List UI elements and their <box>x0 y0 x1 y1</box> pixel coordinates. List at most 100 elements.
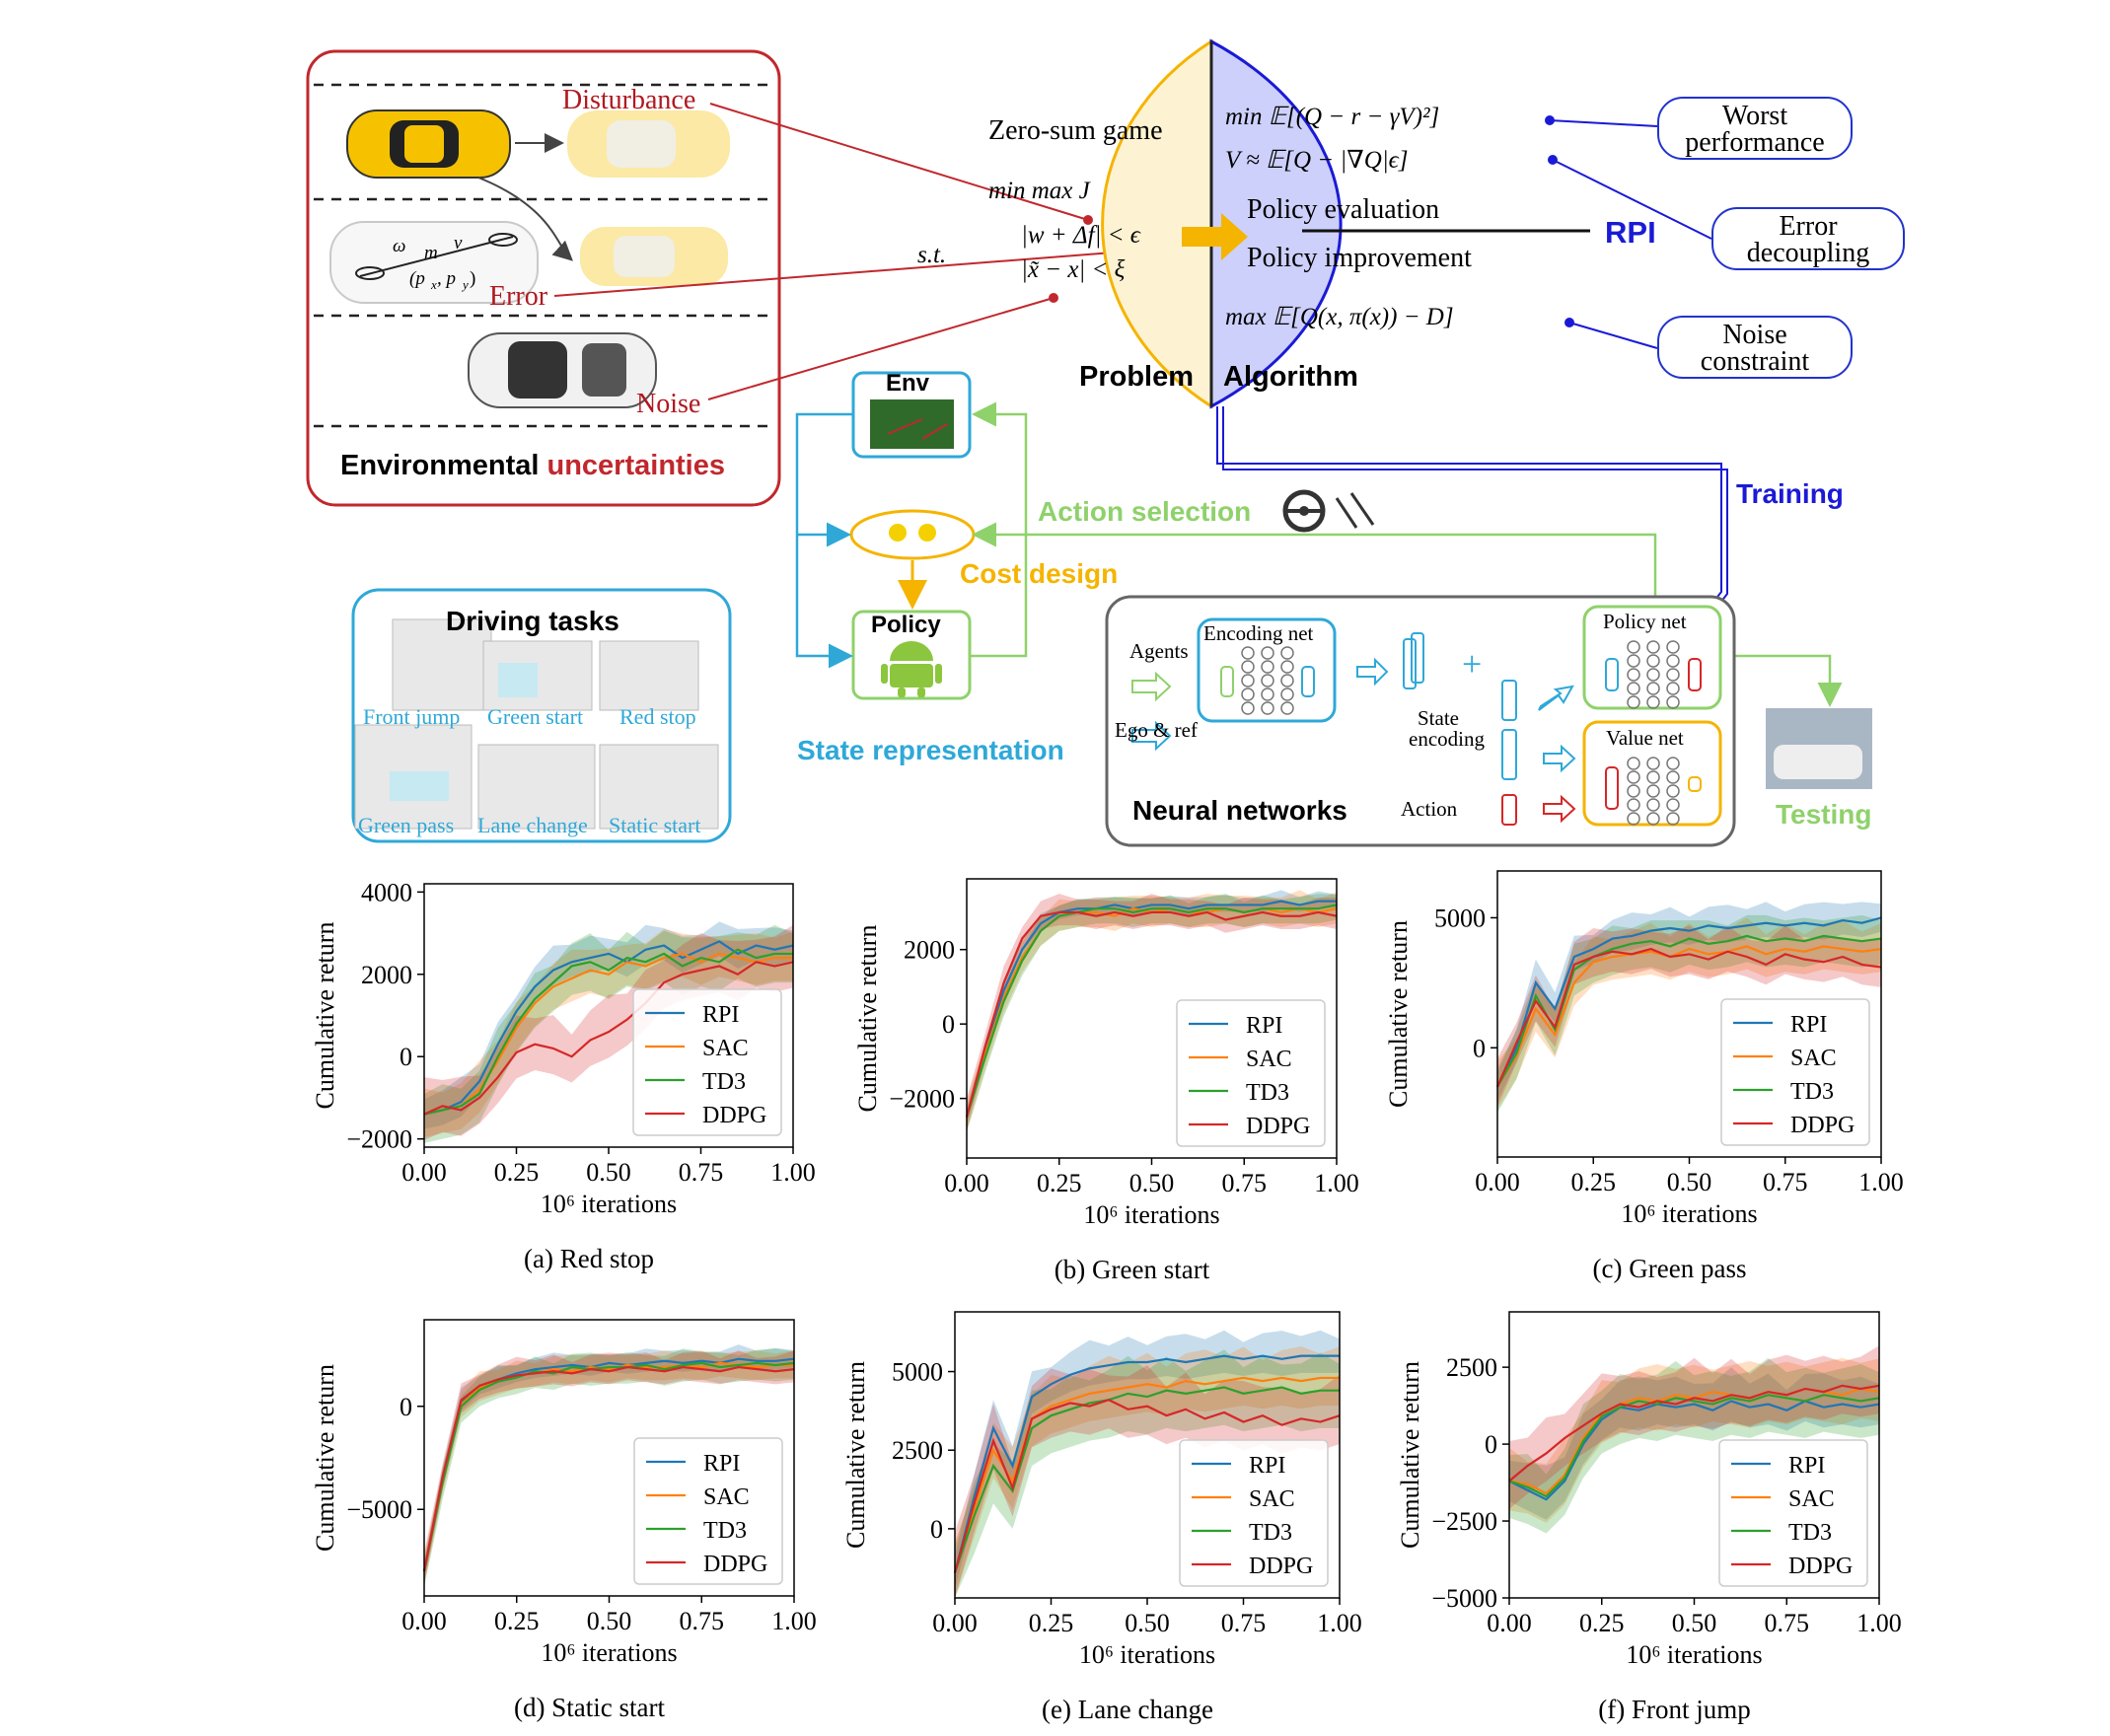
y-tick-label: 0 <box>1485 1430 1497 1459</box>
band-sac <box>424 1349 794 1585</box>
nn-ego-ref: Ego & ref <box>1115 718 1198 742</box>
x-tick-label: 0.25 <box>1571 1168 1617 1196</box>
android-icon <box>881 641 942 697</box>
pedal-icon <box>1335 492 1375 529</box>
callout-worst-performance: Worst performance <box>1657 97 1853 160</box>
task-green-pass: Green pass <box>358 813 455 837</box>
legend-label-sac: SAC <box>702 1036 749 1061</box>
band-ddpg <box>424 1350 794 1585</box>
legend-box <box>1718 1439 1868 1587</box>
svg-text:m: m <box>424 243 438 263</box>
x-tick-label: 0.50 <box>1129 1169 1175 1197</box>
problem-region <box>1101 38 1213 409</box>
y-tick-label: 5000 <box>1434 904 1486 932</box>
legend-label-ddpg: DDPG <box>1249 1554 1313 1579</box>
series-line-ddpg <box>953 1399 1341 1573</box>
legend-box <box>633 1437 783 1585</box>
x-tick-label: 0.25 <box>1029 1609 1074 1637</box>
nn-encoding-net: Encoding net <box>1203 621 1314 645</box>
legend-label-sac: SAC <box>1249 1486 1295 1512</box>
cost-design-label: Cost design <box>960 558 1119 589</box>
x-tick-label: 0.00 <box>1487 1609 1532 1637</box>
band-sac <box>1509 1357 1879 1523</box>
nn-value-net: Value net <box>1606 726 1684 750</box>
task-lane-change: Lane change <box>477 813 588 837</box>
policy-label: Policy <box>871 612 941 638</box>
band-rpi <box>1497 902 1881 1102</box>
y-axis-label: Cumulative return <box>1396 1361 1424 1549</box>
algorithm-region <box>1209 38 1343 409</box>
chart-caption: (d) Static start <box>514 1693 665 1722</box>
y-tick-label: −5000 <box>346 1495 412 1524</box>
band-rpi <box>1509 1367 1879 1520</box>
legend-label-sac: SAC <box>1790 1046 1837 1071</box>
legend-label-td3: TD3 <box>1246 1080 1289 1106</box>
eq-critic-loss: min 𝔼[(Q − r − γV)²] <box>1225 104 1440 130</box>
legend-label-ddpg: DDPG <box>1788 1554 1853 1579</box>
y-axis-label: Cumulative return <box>841 1361 870 1549</box>
problem-label: Problem <box>1079 361 1195 393</box>
yellow-car-icon <box>346 109 511 179</box>
legend-label-ddpg: DDPG <box>1790 1113 1855 1138</box>
x-tick-label: 1.00 <box>1317 1609 1362 1637</box>
label-disturbance: Disturbance <box>562 85 696 115</box>
svg-text:, p: , p <box>437 268 456 289</box>
nn-policy-net: Policy net <box>1603 610 1687 633</box>
svg-text:): ) <box>470 268 475 289</box>
series-line-ddpg <box>1495 947 1882 1088</box>
chart-caption: (e) Lane change <box>1042 1695 1213 1724</box>
x-tick-label: 0.00 <box>1475 1168 1520 1196</box>
band-td3 <box>424 924 793 1143</box>
legend-label-rpi: RPI <box>702 1002 739 1028</box>
series-line-rpi <box>423 940 794 1116</box>
x-tick-label: 0.75 <box>1763 1168 1808 1196</box>
band-sac <box>424 928 793 1137</box>
svg-text:ω: ω <box>393 236 405 256</box>
legend-label-td3: TD3 <box>1249 1520 1292 1546</box>
band-td3 <box>1497 914 1881 1114</box>
y-tick-label: 2000 <box>904 936 955 965</box>
x-axis-label: 10⁶ iterations <box>1079 1640 1215 1669</box>
y-tick-label: 2500 <box>1446 1353 1497 1382</box>
series-line-rpi <box>965 900 1337 1118</box>
y-tick-label: 5000 <box>892 1358 943 1387</box>
x-tick-label: 0.75 <box>1221 1609 1267 1637</box>
state-representation-label: State representation <box>797 735 1064 765</box>
st-label: s.t. <box>917 242 947 268</box>
series-line-sac <box>422 1361 794 1572</box>
y-tick-label: −5000 <box>1431 1584 1497 1613</box>
legend-label-rpi: RPI <box>703 1451 740 1477</box>
legend-box <box>1176 999 1326 1147</box>
legend-label-sac: SAC <box>1246 1047 1292 1072</box>
series-line-sac <box>953 1376 1340 1573</box>
band-td3 <box>967 894 1337 1132</box>
y-tick-label: 0 <box>942 1010 955 1039</box>
x-tick-label: 0.50 <box>1672 1609 1717 1637</box>
y-axis-label: Cumulative return <box>311 1364 339 1552</box>
x-tick-label: 1.00 <box>1856 1609 1902 1637</box>
action-selection-label: Action selection <box>1038 496 1252 527</box>
y-tick-label: 0 <box>1473 1034 1486 1062</box>
chart-caption: (b) Green start <box>1055 1255 1210 1284</box>
x-axis-label: 10⁶ iterations <box>1621 1199 1757 1228</box>
driving-tasks-title: Driving tasks <box>446 606 619 636</box>
nn-action: Action <box>1401 797 1458 821</box>
legend-label-rpi: RPI <box>1246 1013 1282 1039</box>
series-line-td3 <box>1508 1394 1880 1498</box>
x-tick-label: 0.00 <box>401 1607 447 1635</box>
y-tick-label: 0 <box>400 1393 412 1421</box>
band-sac <box>1497 917 1881 1111</box>
band-rpi <box>955 1330 1340 1590</box>
series-line-rpi <box>1508 1400 1880 1501</box>
training-label: Training <box>1736 478 1844 509</box>
series-line-rpi <box>953 1354 1340 1573</box>
series-line-ddpg <box>422 1365 795 1572</box>
x-tick-label: 1.00 <box>1858 1168 1904 1196</box>
y-axis-label: Cumulative return <box>853 925 882 1113</box>
x-tick-label: 0.25 <box>494 1607 540 1635</box>
